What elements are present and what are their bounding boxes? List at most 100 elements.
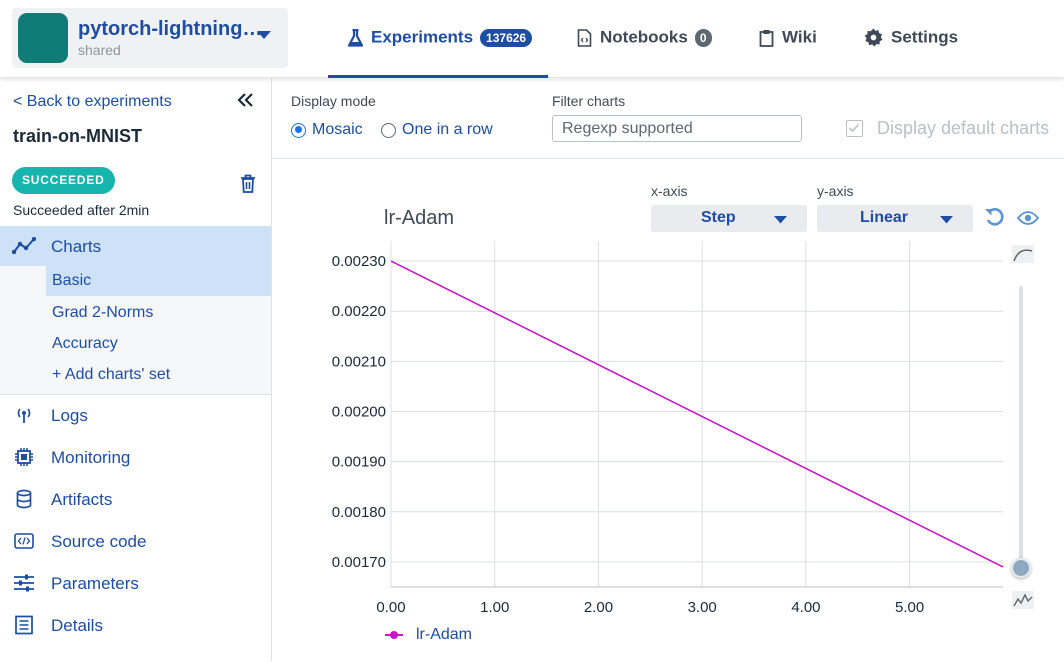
experiments-count-badge: 137626 <box>480 28 533 47</box>
yaxis-select[interactable]: Linear <box>817 205 973 232</box>
chart-set-basic[interactable]: Basic <box>46 266 271 296</box>
cpu-chip-icon <box>15 448 33 466</box>
tab-settings-label: Settings <box>891 27 959 47</box>
y-tick-label: 0.00220 <box>332 303 386 320</box>
sidebar-item-logs-label: Logs <box>51 406 88 425</box>
y-tick-label: 0.00190 <box>332 454 386 471</box>
add-charts-set-button[interactable]: + Add charts' set <box>52 366 171 383</box>
chart-card: x-axis Step y-axis Linear lr-Adam 0.0023… <box>272 158 1064 661</box>
filter-charts-input[interactable] <box>552 115 802 142</box>
sidebar-item-monitoring[interactable]: Monitoring <box>0 438 271 478</box>
mode-mosaic-radio[interactable]: Mosaic <box>291 121 363 139</box>
notebook-icon <box>577 28 592 47</box>
checkbox-icon <box>846 120 863 137</box>
sidebar-item-parameters-label: Parameters <box>51 574 139 593</box>
chart-set-accuracy[interactable]: Accuracy <box>52 335 118 352</box>
legend-label: lr-Adam <box>416 626 473 643</box>
project-avatar <box>18 13 68 63</box>
sidebar-item-charts[interactable]: Charts <box>0 226 271 266</box>
x-tick-label: 0.00 <box>376 599 405 616</box>
sidebar-item-parameters[interactable]: Parameters <box>0 564 271 604</box>
chart-sets-list: Basic Grad 2-Norms Accuracy + Add charts… <box>0 266 271 395</box>
x-tick-label: 1.00 <box>480 599 509 616</box>
x-tick-label: 3.00 <box>688 599 717 616</box>
radio-unselected-icon <box>381 122 396 138</box>
reset-zoom-icon[interactable] <box>984 206 1006 228</box>
sidebar-item-details-label: Details <box>51 616 103 635</box>
run-name: train-on-MNIST <box>13 126 142 146</box>
details-icon <box>15 615 33 635</box>
xaxis-select-value: Step <box>701 209 736 226</box>
x-tick-label: 4.00 <box>791 599 820 616</box>
y-tick-label: 0.00170 <box>332 554 386 571</box>
chart-set-grad-norms[interactable]: Grad 2-Norms <box>52 304 154 321</box>
eye-icon[interactable] <box>1017 210 1039 226</box>
sidebar-item-source-code-label: Source code <box>51 532 147 551</box>
display-default-charts-label: Display default charts <box>877 118 1050 138</box>
display-mode-label: Display mode <box>291 93 376 109</box>
sidebar-item-source-code[interactable]: Source code <box>0 522 271 562</box>
sidebar: < Back to experiments train-on-MNIST SUC… <box>0 78 272 661</box>
chevron-down-icon <box>774 216 787 224</box>
display-default-charts-checkbox[interactable]: Display default charts <box>846 118 1049 139</box>
yaxis-select-value: Linear <box>860 209 909 226</box>
chart-legend[interactable]: lr-Adam <box>385 626 472 644</box>
xaxis-select[interactable]: Step <box>651 205 807 232</box>
smooth-curve-icon <box>1012 245 1034 263</box>
status-text: Succeeded after 2min <box>13 202 150 218</box>
notebooks-count-badge: 0 <box>694 28 712 47</box>
chart-controls: Display mode Mosaic One in a row Filter … <box>272 78 1064 158</box>
sidebar-item-artifacts[interactable]: Artifacts <box>0 480 271 520</box>
smoothing-slider-handle[interactable] <box>1011 558 1031 578</box>
sidebar-item-charts-label: Charts <box>51 237 102 256</box>
y-tick-labels: 0.00230 0.00220 0.00210 0.00200 0.00190 0.001… <box>332 253 386 571</box>
project-name: pytorch-lightning… <box>78 18 263 40</box>
y-tick-label: 0.00230 <box>332 253 386 270</box>
mode-one-in-row-label: One in a row <box>402 121 493 138</box>
chart-series <box>390 260 1004 568</box>
trash-icon[interactable] <box>240 174 256 193</box>
tab-wiki-label: Wiki <box>782 27 817 47</box>
gear-icon <box>864 28 883 47</box>
chart-grid <box>390 241 1003 588</box>
broadcast-icon <box>17 408 31 423</box>
sidebar-item-logs[interactable]: Logs <box>0 396 271 436</box>
x-tick-labels: 0.00 1.00 2.00 3.00 4.00 5.00 <box>376 599 924 616</box>
y-tick-label: 0.00180 <box>332 504 386 521</box>
tab-notebooks[interactable]: Notebooks 0 <box>577 27 712 78</box>
tab-wiki[interactable]: Wiki <box>759 27 817 78</box>
line-chart-icon <box>12 237 36 255</box>
chart-title: lr-Adam <box>384 207 455 229</box>
series-line-lr-Adam <box>390 260 1004 568</box>
x-tick-label: 2.00 <box>584 599 613 616</box>
top-bar: pytorch-lightning… shared Experiments 137… <box>0 0 1064 78</box>
sidebar-item-artifacts-label: Artifacts <box>51 490 113 509</box>
flask-icon <box>348 28 363 47</box>
tab-settings[interactable]: Settings <box>864 27 958 78</box>
x-tick-label: 5.00 <box>895 599 924 616</box>
sliders-icon <box>14 574 34 592</box>
smoothing-slider-track[interactable] <box>1019 286 1023 568</box>
project-selector[interactable]: pytorch-lightning… shared <box>12 8 288 68</box>
filter-charts-label: Filter charts <box>552 93 626 109</box>
back-to-experiments-link[interactable]: < Back to experiments <box>13 93 172 110</box>
mode-mosaic-label: Mosaic <box>312 121 363 138</box>
mode-one-in-row-radio[interactable]: One in a row <box>381 121 493 139</box>
chevron-down-icon[interactable] <box>256 30 272 40</box>
yaxis-caption: y-axis <box>817 183 854 199</box>
collapse-sidebar-icon[interactable] <box>236 92 254 108</box>
sidebar-item-details[interactable]: Details <box>0 606 271 646</box>
xaxis-caption: x-axis <box>651 183 688 199</box>
status-badge: SUCCEEDED <box>12 167 115 194</box>
code-icon <box>14 533 34 549</box>
radio-selected-icon <box>291 122 306 138</box>
tab-notebooks-label: Notebooks <box>600 27 688 47</box>
project-scope: shared <box>78 42 121 58</box>
tab-experiments-label: Experiments <box>371 27 474 47</box>
y-tick-label: 0.00210 <box>332 353 386 370</box>
raw-curve-icon <box>1012 591 1034 609</box>
line-chart: 0.002300.002200.002100.002000.001900.001… <box>332 241 1004 616</box>
tab-experiments[interactable]: Experiments 137626 <box>328 27 548 78</box>
sidebar-item-monitoring-label: Monitoring <box>51 448 131 467</box>
chevron-down-icon <box>940 216 953 224</box>
